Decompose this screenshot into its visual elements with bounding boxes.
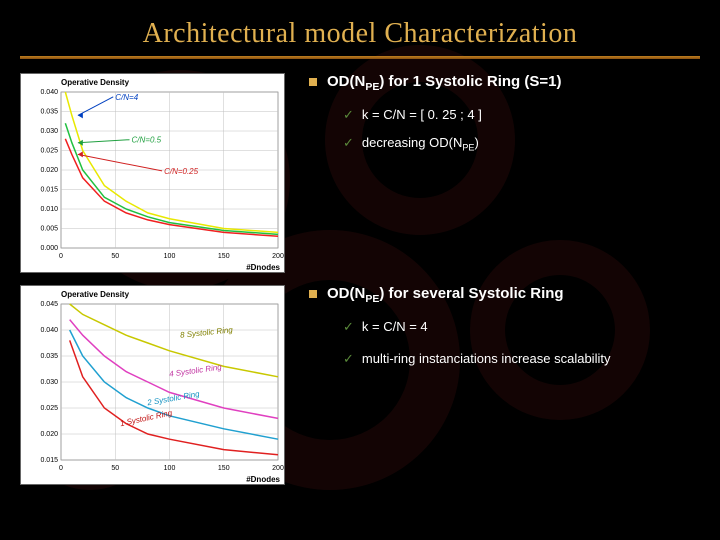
chart-2: 0.015 0.020 0.025 0.030 0.035 0.040 0.045 0 50 10… (20, 285, 285, 485)
svg-text:100: 100 (164, 465, 176, 472)
svg-text:0.035: 0.035 (40, 353, 58, 360)
svg-text:C/N=4: C/N=4 (115, 93, 138, 102)
check-icon: ✓ (343, 319, 354, 335)
svg-text:0.025: 0.025 (40, 405, 58, 412)
svg-text:#Dnodes: #Dnodes (246, 263, 280, 272)
svg-text:150: 150 (218, 465, 230, 472)
title-underline (20, 56, 700, 59)
svg-text:#Dnodes: #Dnodes (246, 475, 280, 484)
bullet-2-sub-1: ✓ k = C/N = 4 (343, 319, 700, 335)
bullet-2: OD(NPE) for several Systolic Ring (309, 285, 700, 305)
svg-text:0.040: 0.040 (40, 89, 58, 96)
bullet-1-sub-2: ✓ decreasing OD(NPE) (343, 135, 700, 153)
bullet-1: OD(NPE) for 1 Systolic Ring (S=1) (309, 73, 700, 93)
svg-text:50: 50 (111, 465, 119, 472)
bullet-1-text: OD(NPE) for 1 Systolic Ring (S=1) (327, 73, 561, 93)
svg-text:Operative Density: Operative Density (61, 78, 130, 87)
svg-text:50: 50 (111, 253, 119, 260)
bullet-2-text: OD(NPE) for several Systolic Ring (327, 285, 564, 305)
check-icon: ✓ (343, 107, 354, 123)
bullet-1-sub-1: ✓ k = C/N = [ 0. 25 ; 4 ] (343, 107, 700, 123)
svg-text:0.015: 0.015 (40, 457, 58, 464)
svg-text:0.020: 0.020 (40, 431, 58, 438)
svg-text:C/N=0.25: C/N=0.25 (164, 167, 199, 176)
svg-text:0: 0 (59, 465, 63, 472)
svg-text:0: 0 (59, 253, 63, 260)
check-icon: ✓ (343, 347, 354, 370)
svg-text:0.020: 0.020 (40, 167, 58, 174)
svg-text:0.035: 0.035 (40, 109, 58, 116)
svg-text:200: 200 (272, 253, 284, 260)
svg-text:0.040: 0.040 (40, 327, 58, 334)
square-bullet-icon (309, 290, 317, 298)
check-icon: ✓ (343, 135, 354, 151)
svg-text:0.015: 0.015 (40, 187, 58, 194)
svg-text:0.030: 0.030 (40, 128, 58, 135)
svg-text:0.010: 0.010 (40, 206, 58, 213)
chart-1: 0.000 0.005 0.010 0.015 0.020 0.025 0.030 0.035… (20, 73, 285, 273)
page-title: Architectural model Characterization (0, 0, 720, 56)
svg-text:0.030: 0.030 (40, 379, 58, 386)
bullet-2-sub-2: ✓ multi-ring instanciations increase sca… (343, 347, 700, 370)
svg-text:0.000: 0.000 (40, 245, 58, 252)
svg-text:0.025: 0.025 (40, 148, 58, 155)
square-bullet-icon (309, 78, 317, 86)
svg-text:0.045: 0.045 (40, 301, 58, 308)
svg-text:C/N=0.5: C/N=0.5 (132, 136, 162, 145)
svg-text:0.005: 0.005 (40, 226, 58, 233)
svg-text:100: 100 (164, 253, 176, 260)
svg-text:150: 150 (218, 253, 230, 260)
svg-text:Operative Density: Operative Density (61, 290, 130, 299)
svg-text:200: 200 (272, 465, 284, 472)
